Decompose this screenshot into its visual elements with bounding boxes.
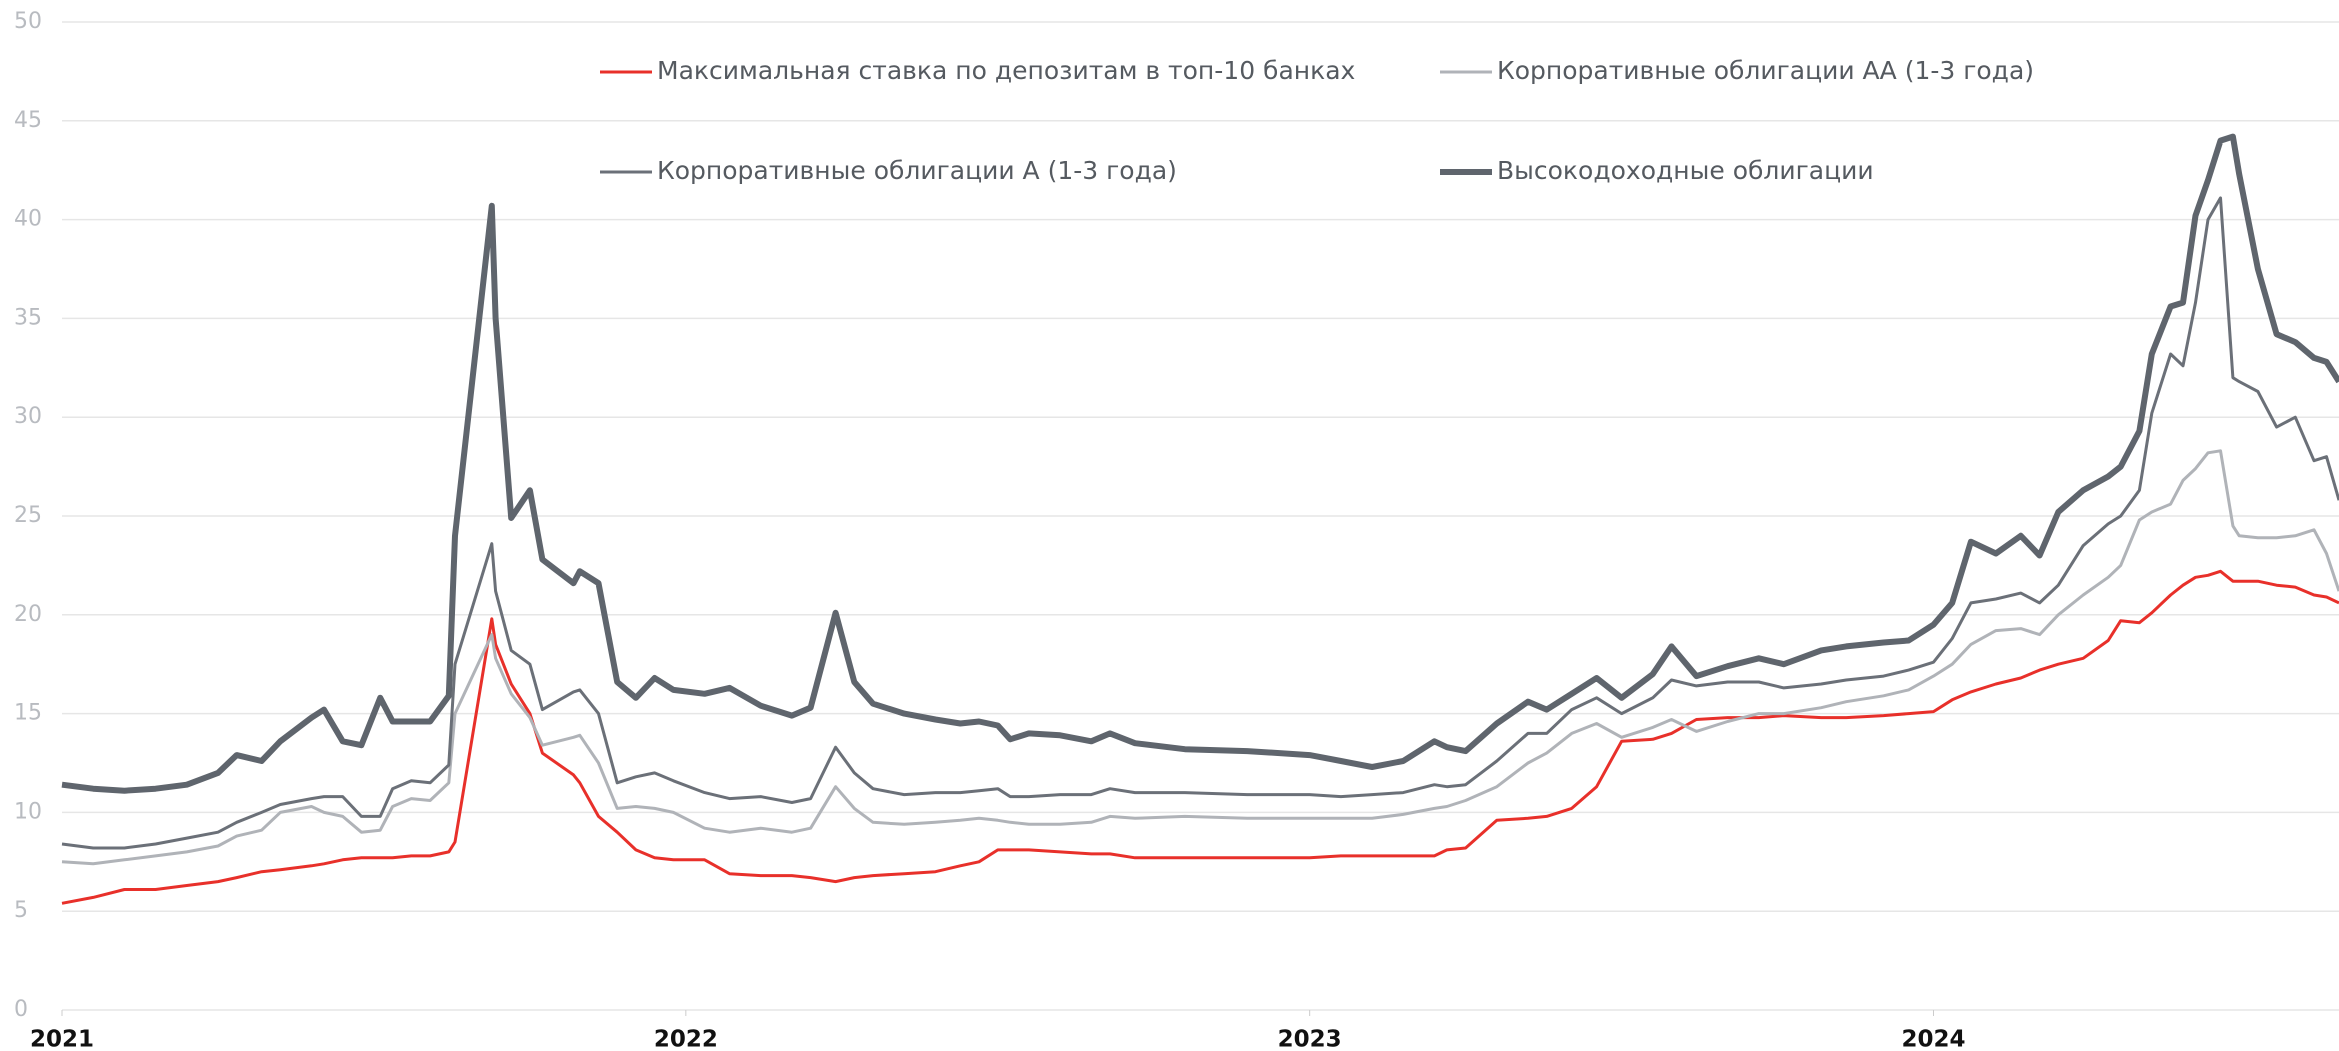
y-tick-label: 50 (14, 9, 42, 34)
y-tick-label: 20 (14, 602, 42, 627)
series-line (61, 449, 2339, 866)
x-tick-label: 2023 (1278, 1027, 1342, 1051)
y-tick-label: 15 (14, 701, 42, 726)
y-tick-label: 45 (14, 108, 42, 133)
legend-label: Высокодоходные облигации (1497, 156, 1874, 185)
y-tick-label: 30 (14, 404, 42, 429)
y-tick-label: 35 (14, 305, 42, 330)
y-tick-label: 25 (14, 503, 42, 528)
legend-label: Максимальная ставка по депозитам в топ-1… (657, 56, 1355, 85)
x-tick-label: 2021 (30, 1027, 94, 1051)
series-line (61, 196, 2339, 850)
legend-label: Корпоративные облигации А (1-3 года) (657, 156, 1177, 185)
x-tick-label: 2024 (1901, 1027, 1965, 1051)
y-tick-label: 5 (14, 898, 28, 923)
y-tick-label: 0 (14, 997, 28, 1022)
series-line (61, 569, 2339, 905)
y-tick-label: 40 (14, 207, 42, 232)
y-tick-label: 10 (14, 799, 42, 824)
legend-label: Корпоративные облигации АА (1-3 года) (1497, 56, 2034, 85)
x-tick-label: 2022 (654, 1027, 718, 1051)
series-line (61, 133, 2339, 794)
